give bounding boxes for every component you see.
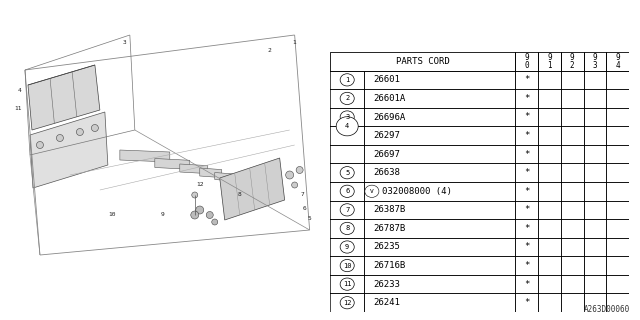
Text: *: * <box>524 224 529 233</box>
Polygon shape <box>215 172 233 181</box>
Text: *: * <box>524 94 529 103</box>
Text: 26787B: 26787B <box>373 224 406 233</box>
Text: 26235: 26235 <box>373 243 400 252</box>
Circle shape <box>192 192 198 198</box>
Text: 6: 6 <box>303 205 307 211</box>
Text: *: * <box>524 187 529 196</box>
Text: *: * <box>524 243 529 252</box>
Text: 10: 10 <box>343 263 351 268</box>
Circle shape <box>296 166 303 173</box>
Text: V: V <box>370 189 374 194</box>
Text: *: * <box>524 150 529 159</box>
Polygon shape <box>180 164 208 173</box>
Circle shape <box>340 167 355 179</box>
Text: PARTS CORD: PARTS CORD <box>396 57 449 66</box>
Circle shape <box>340 241 355 253</box>
Text: 7: 7 <box>301 193 305 197</box>
Circle shape <box>92 124 99 132</box>
Text: 12: 12 <box>343 300 351 306</box>
Text: 11: 11 <box>14 106 22 110</box>
Polygon shape <box>30 112 108 188</box>
Text: 9
4: 9 4 <box>615 53 620 70</box>
Text: 2: 2 <box>345 95 349 101</box>
Polygon shape <box>28 65 100 130</box>
Circle shape <box>336 117 358 136</box>
Text: 26697: 26697 <box>373 150 400 159</box>
Text: A263D00060: A263D00060 <box>584 305 630 314</box>
Text: 5: 5 <box>345 170 349 176</box>
Circle shape <box>292 182 298 188</box>
Circle shape <box>196 206 204 214</box>
Text: 12: 12 <box>196 182 204 188</box>
Text: 10: 10 <box>108 212 116 218</box>
Circle shape <box>340 204 355 216</box>
Circle shape <box>212 219 218 225</box>
Circle shape <box>340 278 355 290</box>
Text: 26716B: 26716B <box>373 261 406 270</box>
Text: 26233: 26233 <box>373 280 400 289</box>
Text: 3: 3 <box>345 114 349 120</box>
Text: *: * <box>524 113 529 122</box>
Circle shape <box>340 297 355 309</box>
Text: *: * <box>524 168 529 177</box>
Circle shape <box>340 74 355 86</box>
Text: 9
0: 9 0 <box>524 53 529 70</box>
Circle shape <box>56 134 63 141</box>
Circle shape <box>340 92 355 105</box>
Polygon shape <box>120 150 170 162</box>
Circle shape <box>340 185 355 197</box>
Circle shape <box>340 260 355 272</box>
Text: 6: 6 <box>345 188 349 194</box>
Text: 11: 11 <box>343 281 351 287</box>
Text: 26241: 26241 <box>373 298 400 307</box>
Text: 5: 5 <box>308 215 312 220</box>
Text: 4: 4 <box>345 123 349 129</box>
Text: 26297: 26297 <box>373 131 400 140</box>
Text: 9
2: 9 2 <box>570 53 575 70</box>
Circle shape <box>365 185 379 197</box>
Text: 26696A: 26696A <box>373 113 406 122</box>
Text: 1: 1 <box>345 77 349 83</box>
Text: *: * <box>524 261 529 270</box>
Text: 9
3: 9 3 <box>593 53 597 70</box>
Polygon shape <box>200 168 221 178</box>
Text: *: * <box>524 205 529 214</box>
Circle shape <box>36 141 44 148</box>
Circle shape <box>340 222 355 235</box>
Text: 9: 9 <box>345 244 349 250</box>
Circle shape <box>206 212 213 219</box>
Text: 9
1: 9 1 <box>547 53 552 70</box>
Text: 26387B: 26387B <box>373 205 406 214</box>
Text: 9: 9 <box>161 212 164 218</box>
Polygon shape <box>220 158 285 220</box>
Text: 26638: 26638 <box>373 168 400 177</box>
Circle shape <box>340 111 355 123</box>
Text: 26601: 26601 <box>373 75 400 84</box>
Circle shape <box>191 211 199 219</box>
Text: *: * <box>524 75 529 84</box>
Text: *: * <box>524 298 529 307</box>
Text: *: * <box>524 131 529 140</box>
Circle shape <box>76 129 83 135</box>
Text: *: * <box>524 280 529 289</box>
Text: 8: 8 <box>238 193 241 197</box>
Polygon shape <box>155 158 190 169</box>
Text: 8: 8 <box>345 225 349 231</box>
Text: 032008000 (4): 032008000 (4) <box>382 187 452 196</box>
Text: 4: 4 <box>18 87 22 92</box>
Circle shape <box>285 171 294 179</box>
Text: 1: 1 <box>292 39 296 44</box>
Text: 2: 2 <box>268 47 271 52</box>
Text: 26601A: 26601A <box>373 94 406 103</box>
Text: 3: 3 <box>123 39 127 44</box>
Text: 7: 7 <box>345 207 349 213</box>
